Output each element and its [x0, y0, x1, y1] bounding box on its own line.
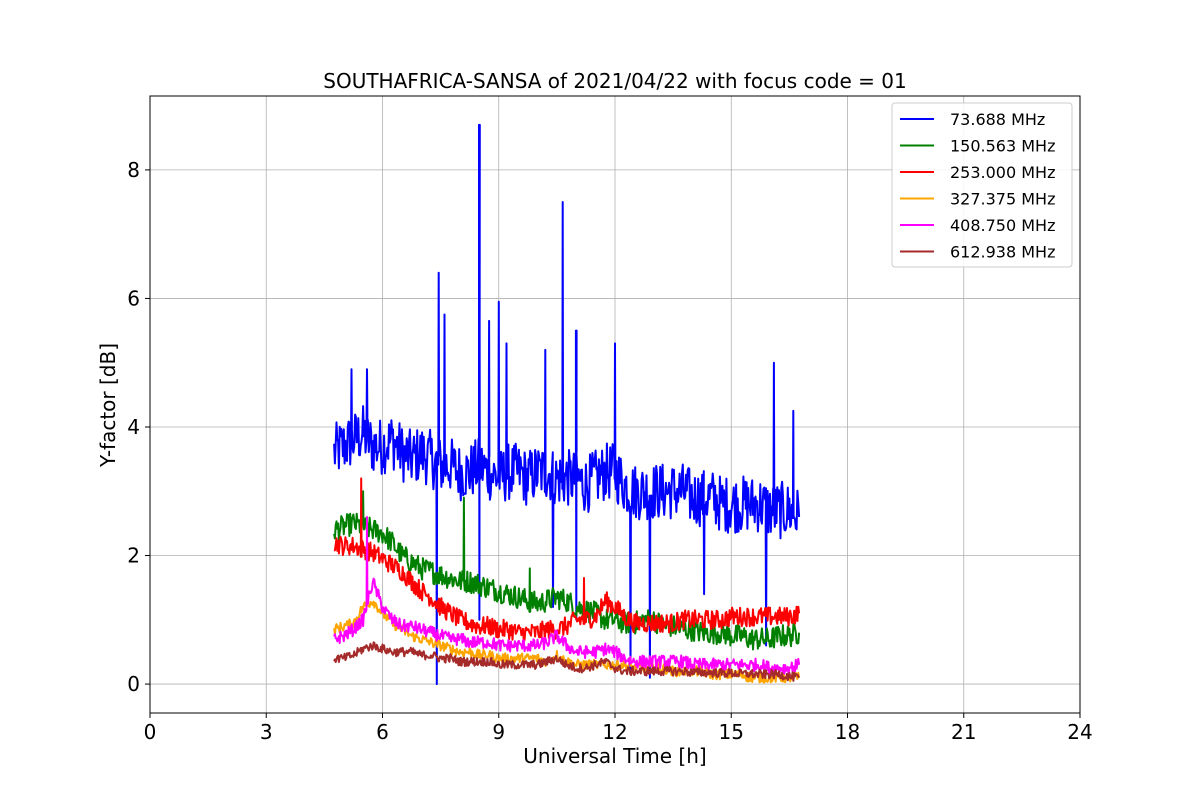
series-line [333, 490, 801, 651]
x-tick-label: 3 [260, 720, 273, 744]
series-line [333, 516, 801, 676]
y-tick-label: 2 [127, 544, 140, 568]
x-tick-label: 12 [602, 720, 627, 744]
legend-box [891, 102, 1073, 268]
x-tick-label: 6 [376, 720, 389, 744]
x-axis-label: Universal Time [h] [523, 744, 706, 768]
legend-label: 150.563 MHz [950, 137, 1055, 156]
x-tick-label: 15 [719, 720, 744, 744]
y-tick-label: 4 [127, 415, 140, 439]
series-line [333, 477, 801, 643]
legend: 73.688 MHz 150.563 MHz 253.000 MHz 327.375 … [891, 102, 1073, 268]
x-tick-label: 24 [1067, 720, 1092, 744]
legend-label: 612.938 MHz [950, 243, 1055, 262]
y-tick-label: 0 [127, 672, 140, 696]
y-axis-label: Y-factor [dB] [96, 343, 120, 468]
y-tick-label: 6 [127, 286, 140, 310]
legend-label: 408.750 MHz [950, 216, 1055, 235]
series-line [333, 641, 800, 682]
y-tick-label: 8 [127, 158, 140, 182]
x-tick-label: 21 [951, 720, 976, 744]
series-layer [333, 123, 801, 686]
legend-label: 73.688 MHz [950, 110, 1045, 129]
x-tick-label: 0 [144, 720, 157, 744]
legend-label: 327.375 MHz [950, 190, 1055, 209]
series-line [333, 123, 801, 686]
chart-title: SOUTHAFRICA-SANSA of 2021/04/22 with foc… [323, 69, 907, 93]
x-tick-label: 9 [492, 720, 505, 744]
x-tick-label: 18 [835, 720, 860, 744]
legend-label: 253.000 MHz [950, 163, 1055, 182]
